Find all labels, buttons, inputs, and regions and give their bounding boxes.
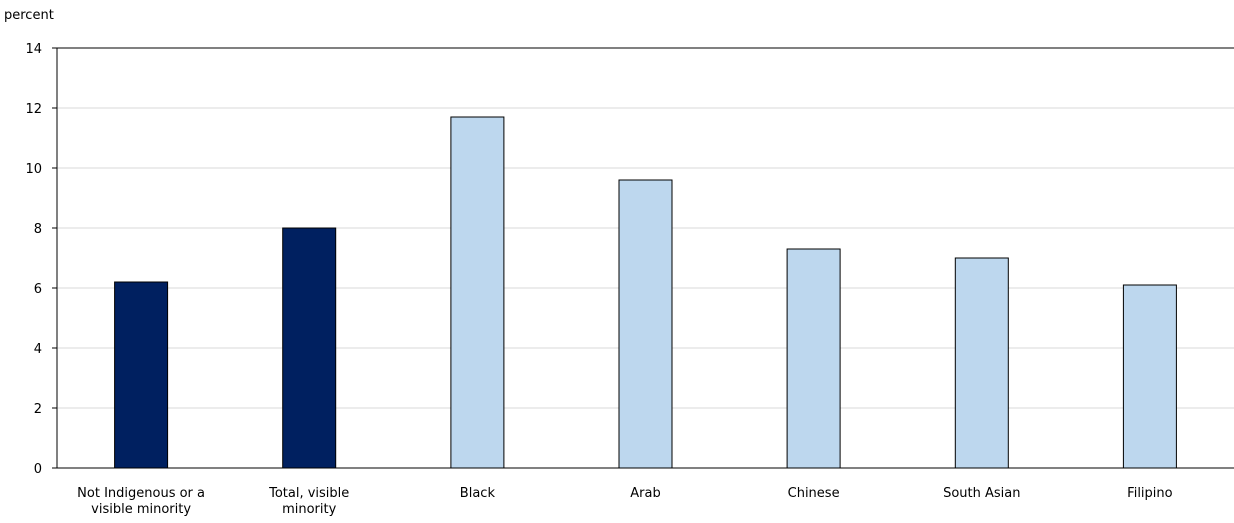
x-tick-label-line: Filipino <box>1127 486 1172 501</box>
x-tick-label-line: Chinese <box>788 486 840 501</box>
x-tick-label: South Asian <box>943 486 1020 501</box>
bar <box>282 227 337 469</box>
axes <box>52 47 1234 469</box>
x-tick-label: Black <box>460 486 496 501</box>
x-tick-label: Filipino <box>1127 486 1172 501</box>
x-tick-label-line: Arab <box>630 486 660 501</box>
y-tick-label: 14 <box>25 42 42 57</box>
x-tick-label-line: Total, visible <box>268 486 349 501</box>
y-tick-label: 4 <box>34 342 42 357</box>
bars <box>114 116 1177 469</box>
x-tick-label: Arab <box>630 486 660 501</box>
x-tick-label: Chinese <box>788 486 840 501</box>
y-tick-label: 12 <box>25 102 42 117</box>
x-tick-label: Total, visible minority <box>268 486 349 517</box>
y-tick-label: 6 <box>34 282 42 297</box>
bar <box>1122 284 1177 469</box>
bar <box>450 116 505 469</box>
bar <box>786 248 841 469</box>
y-tick-label: 2 <box>34 402 42 417</box>
y-tick-label: 0 <box>34 462 42 477</box>
x-tick-label-line: minority <box>282 502 337 517</box>
x-tick-labels: Not Indigenous or a visible minority Total… <box>77 486 1172 517</box>
y-axis-label: percent <box>4 8 54 23</box>
y-tick-label: 10 <box>25 162 42 177</box>
x-tick-label-line: visible minority <box>91 502 191 517</box>
x-tick-label-line: Not Indigenous or a <box>77 486 205 501</box>
y-tick-labels: 0 2 4 6 8 10 12 14 <box>25 42 42 477</box>
bar <box>114 281 169 469</box>
x-tick-label: Not Indigenous or a visible minority <box>77 486 205 517</box>
bar <box>954 257 1009 469</box>
y-tick-label: 8 <box>34 222 42 237</box>
bar <box>618 179 673 469</box>
x-tick-label-line: Black <box>460 486 496 501</box>
x-tick-label-line: South Asian <box>943 486 1020 501</box>
